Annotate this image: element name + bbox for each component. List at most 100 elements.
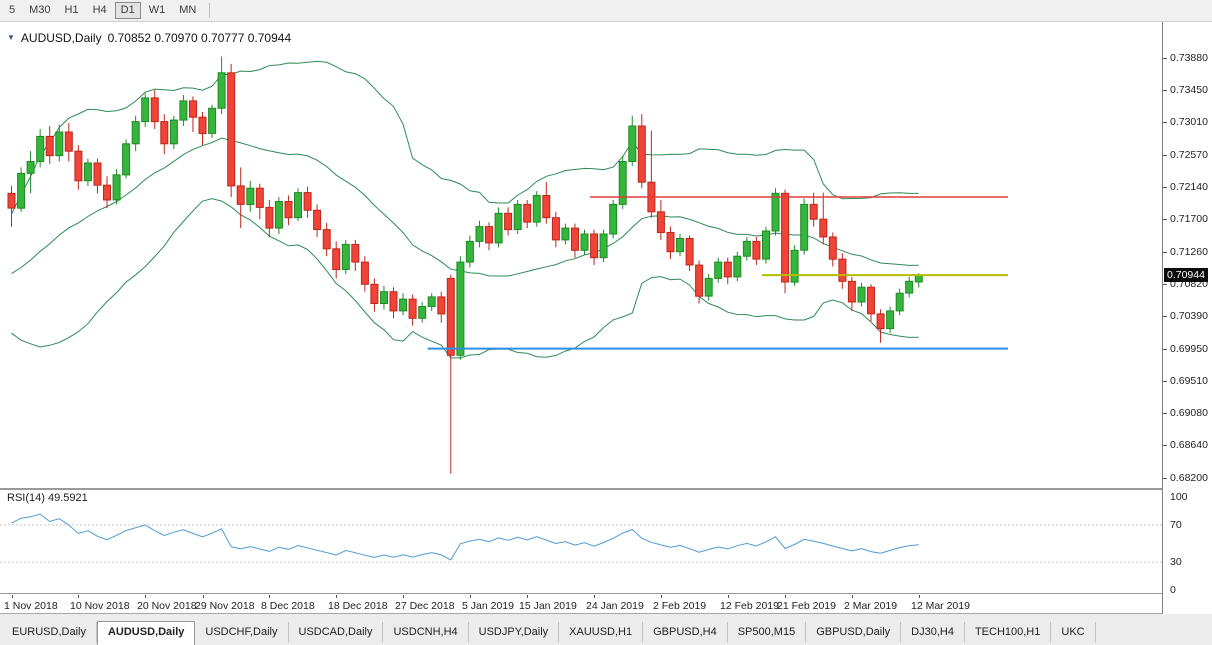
chart-tab-ukc[interactable]: UKC xyxy=(1051,622,1096,643)
date-axis-label: 20 Nov 2018 xyxy=(137,600,197,612)
price-axis-label: 0.71700 xyxy=(1170,213,1208,226)
toolbar-separator xyxy=(209,3,211,18)
candlesticks xyxy=(7,56,923,474)
rsi-value: 49.5921 xyxy=(47,492,88,504)
price-axis-tick xyxy=(1163,122,1167,123)
chart-tab-eurusd-daily[interactable]: EURUSD,Daily xyxy=(2,622,97,643)
date-axis-label: 2 Mar 2019 xyxy=(844,600,898,612)
date-axis-tick xyxy=(594,595,595,598)
rsi-line xyxy=(11,513,919,561)
price-axis[interactable]: 0.73880 0.73450 0.73010 0.72570 0.72140 0.717… xyxy=(1162,22,1212,615)
date-axis-label: 10 Nov 2018 xyxy=(70,600,130,612)
chart-ohlc-values: 0.70852 0.70970 0.70777 0.70944 xyxy=(107,31,292,45)
chart-window: ▼ AUDUSD,Daily 0.70852 0.70970 0.70777 0… xyxy=(0,22,1212,615)
rsi-scale-label: 70 xyxy=(1170,518,1182,531)
rsi-scale-label: 30 xyxy=(1170,556,1182,569)
price-axis-label: 0.69080 xyxy=(1170,406,1208,419)
price-axis-label: 0.73880 xyxy=(1170,52,1208,64)
chart-tab-usdjpy-daily[interactable]: USDJPY,Daily xyxy=(468,622,560,643)
date-axis-tick xyxy=(661,595,662,598)
timeframe-button-mn[interactable]: MN xyxy=(173,2,202,19)
chart-tab-usdcnh-h4[interactable]: USDCNH,H4 xyxy=(383,622,469,643)
date-axis-label: 29 Nov 2018 xyxy=(195,600,255,612)
price-axis-tick xyxy=(1163,445,1167,446)
price-chart-svg[interactable] xyxy=(0,22,1162,488)
rsi-svg[interactable] xyxy=(0,490,1162,593)
chart-tab-dj30-h4[interactable]: DJ30,H4 xyxy=(901,622,965,643)
date-axis[interactable]: 1 Nov 2018 10 Nov 2018 20 Nov 2018 29 Nov 2… xyxy=(0,595,1162,614)
date-axis-label: 5 Jan 2019 xyxy=(462,600,514,612)
date-axis-label: 12 Mar 2019 xyxy=(911,600,970,612)
timeframe-toolbar: 5 M30 H1 H4 D1 W1 MN xyxy=(0,0,1212,22)
price-axis-tick xyxy=(1163,187,1167,188)
date-axis-tick xyxy=(728,595,729,598)
rsi-indicator-label: RSI(14) 49.5921 xyxy=(7,492,88,504)
price-axis-label: 0.69950 xyxy=(1170,342,1208,355)
date-axis-tick xyxy=(470,595,471,598)
rsi-bottom-border xyxy=(0,593,1162,594)
date-axis-label: 8 Dec 2018 xyxy=(261,600,315,612)
price-axis-tick xyxy=(1163,90,1167,91)
date-axis-label: 12 Feb 2019 xyxy=(720,600,779,612)
price-axis-tick xyxy=(1163,58,1167,59)
date-axis-label: 27 Dec 2018 xyxy=(395,600,455,612)
timeframe-button-5[interactable]: 5 xyxy=(3,2,21,19)
price-axis-tick xyxy=(1163,252,1167,253)
date-axis-tick xyxy=(145,595,146,598)
date-axis-tick xyxy=(919,595,920,598)
timeframe-button-m30[interactable]: M30 xyxy=(23,2,56,19)
date-axis-tick xyxy=(12,595,13,598)
date-axis-tick xyxy=(78,595,79,598)
date-axis-label: 18 Dec 2018 xyxy=(328,600,388,612)
price-axis-label: 0.72140 xyxy=(1170,180,1208,193)
price-axis-tick xyxy=(1163,284,1167,285)
price-axis-tick xyxy=(1163,381,1167,382)
symbol-dropdown-icon[interactable]: ▼ xyxy=(7,33,15,42)
date-axis-label: 1 Nov 2018 xyxy=(4,600,58,612)
date-axis-tick xyxy=(527,595,528,598)
date-axis-tick xyxy=(269,595,270,598)
chart-tabs: EURUSD,Daily AUDUSD,Daily USDCHF,Daily USDC… xyxy=(0,614,1212,645)
timeframe-button-w1[interactable]: W1 xyxy=(143,2,172,19)
bollinger-lower-band xyxy=(11,198,919,359)
chart-tab-usdcad-daily[interactable]: USDCAD,Daily xyxy=(288,622,384,643)
chart-tab-tech100-h1[interactable]: TECH100,H1 xyxy=(964,622,1052,643)
date-axis-tick xyxy=(785,595,786,598)
chart-tab-gbpusd-h4[interactable]: GBPUSD,H4 xyxy=(643,622,728,643)
chart-tab-xauusd-h1[interactable]: XAUUSD,H1 xyxy=(559,622,644,643)
date-axis-label: 15 Jan 2019 xyxy=(519,600,577,612)
price-axis-tick xyxy=(1163,316,1167,317)
price-axis-label: 0.70390 xyxy=(1170,310,1208,323)
price-axis-tick xyxy=(1163,349,1167,350)
chart-tab-audusd-daily[interactable]: AUDUSD,Daily xyxy=(96,621,196,645)
price-axis-tick xyxy=(1163,155,1167,156)
date-axis-tick xyxy=(203,595,204,598)
chart-tab-gbpusd-daily[interactable]: GBPUSD,Daily xyxy=(806,622,902,643)
price-axis-label: 0.71260 xyxy=(1170,245,1208,258)
rsi-scale-label: 0 xyxy=(1170,584,1176,596)
rsi-panel[interactable]: RSI(14) 49.5921 xyxy=(0,490,1162,593)
timeframe-button-h1[interactable]: H1 xyxy=(59,2,85,19)
price-axis-tick xyxy=(1163,478,1167,479)
panel-splitter[interactable] xyxy=(0,488,1162,490)
date-axis-tick xyxy=(852,595,853,598)
date-axis-tick xyxy=(403,595,404,598)
price-axis-label: 0.69510 xyxy=(1170,375,1208,388)
rsi-name: RSI(14) xyxy=(7,492,45,504)
price-axis-label: 0.73010 xyxy=(1170,116,1208,129)
price-axis-label: 0.68200 xyxy=(1170,472,1208,485)
price-chart-canvas[interactable]: ▼ AUDUSD,Daily 0.70852 0.70970 0.70777 0… xyxy=(0,22,1162,488)
rsi-scale-label: 100 xyxy=(1170,491,1188,503)
current-price-tag: 0.70944 xyxy=(1164,268,1208,282)
date-axis-label: 24 Jan 2019 xyxy=(586,600,644,612)
chart-tab-usdchf-daily[interactable]: USDCHF,Daily xyxy=(195,622,289,643)
timeframe-button-h4[interactable]: H4 xyxy=(87,2,113,19)
chart-tab-sp500-m15[interactable]: SP500,M15 xyxy=(727,622,807,643)
date-axis-label: 2 Feb 2019 xyxy=(653,600,707,612)
price-axis-label: 0.73450 xyxy=(1170,83,1208,96)
bollinger-upper-band xyxy=(11,60,919,215)
date-axis-tick xyxy=(336,595,337,598)
timeframe-button-d1[interactable]: D1 xyxy=(114,2,141,19)
chart-title: ▼ AUDUSD,Daily 0.70852 0.70970 0.70777 0… xyxy=(7,31,291,45)
